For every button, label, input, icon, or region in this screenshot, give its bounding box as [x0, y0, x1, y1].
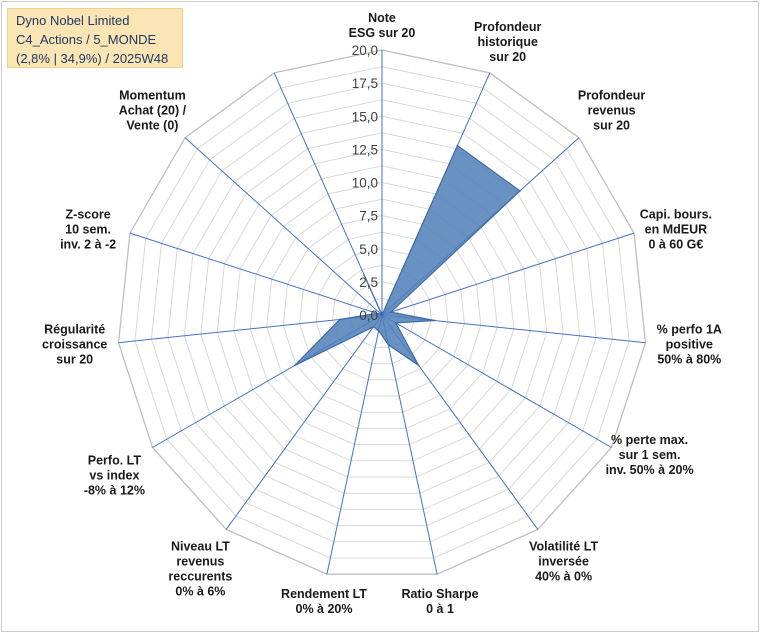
data-point-14 — [363, 274, 366, 276]
grid-ring-7 — [266, 198, 498, 429]
axis-label-10: Perfo. LT vs index -8% à 12% — [84, 454, 145, 498]
spoke-9 — [225, 314, 383, 530]
grid-ring-13 — [167, 99, 597, 527]
grid-ring-8 — [249, 181, 515, 446]
grid-ring-12 — [183, 115, 581, 510]
tick-label: 20,0 — [352, 43, 378, 58]
data-point-1 — [456, 144, 459, 147]
tick-label: 12,5 — [352, 142, 378, 157]
data-point-5 — [395, 322, 397, 324]
axis-label-0: Note ESG sur 20 — [349, 11, 416, 40]
grid-ring-6 — [282, 215, 482, 413]
grid-ring-10 — [216, 148, 548, 478]
grid-ring-9 — [233, 165, 531, 462]
data-point-13 — [381, 314, 383, 316]
tick-label: 10,0 — [352, 176, 378, 191]
axis-label-4: % perfo 1A positive 50% à 80% — [657, 323, 722, 367]
grid-layer — [117, 49, 647, 575]
data-point-7 — [387, 344, 390, 346]
spoke-8 — [326, 314, 383, 575]
label-layer: Note ESG sur 20 Profondeur historique sur 20… — [42, 11, 722, 616]
spoke-5 — [381, 314, 612, 448]
tick-label: 7,5 — [359, 209, 378, 224]
grid-ring-5 — [299, 231, 465, 397]
axis-label-5: % perte max. sur 1 sem. inv. 50% à 20% — [606, 433, 694, 477]
info-box: Dyno Nobel Limited C4_Actions / 5_MONDE … — [7, 8, 183, 68]
spoke-3 — [381, 232, 635, 316]
stats-label: (2,8% | 34,9%) / 2025W48 — [16, 51, 169, 66]
company-name: Dyno Nobel Limited — [16, 13, 130, 28]
axis-label-6: Volatilité LT inversée 40% à 0% — [529, 540, 598, 584]
grid-ring-14 — [150, 82, 614, 543]
data-point-9 — [372, 326, 375, 328]
tick-label: 2,5 — [359, 275, 378, 290]
tick-layer: 0,0 2,5 5,0 7,5 10,0 12,5 15,0 17,5 20,0 — [352, 43, 378, 323]
axis-label-2: Profondeur revenus sur 20 — [578, 88, 645, 132]
data-point-3 — [390, 311, 392, 313]
tick-label: 17,5 — [352, 76, 378, 91]
data-point-8 — [377, 329, 380, 332]
axis-label-13: Momentum Achat (20) / Vente (0) — [119, 88, 187, 132]
data-point-2 — [519, 190, 521, 192]
grid-ring-16 — [117, 49, 647, 575]
axis-label-7: Ratio Sharpe 0 à 1 — [401, 587, 478, 616]
grid-ring-2 — [348, 281, 416, 348]
axis-label-12: Z-score 10 sem. inv. 2 à -2 — [60, 207, 116, 251]
tick-label: 0,0 — [359, 308, 378, 323]
spoke-11 — [118, 314, 383, 344]
data-point-4 — [433, 319, 436, 322]
grid-ring-11 — [200, 132, 564, 494]
grid-ring-3 — [332, 264, 432, 365]
grid-ring-4 — [315, 248, 449, 381]
data-point-11 — [339, 318, 341, 321]
axis-label-9: Niveau LT revenus reccurents 0% à 6% — [168, 540, 232, 599]
axis-label-3: Capi. bours. en MdEUR 0 à 60 G€ — [640, 207, 712, 251]
grid-ring-15 — [134, 66, 630, 559]
spoke-layer — [118, 50, 646, 575]
data-point-6 — [417, 364, 420, 367]
data-point-12 — [376, 312, 378, 315]
spoke-7 — [381, 314, 438, 575]
axis-label-11: Régularité croissance sur 20 — [42, 323, 107, 367]
category-label: C4_Actions / 5_MONDE — [16, 32, 157, 47]
axis-label-1: Profondeur historique sur 20 — [474, 20, 541, 64]
data-point-10 — [294, 364, 296, 367]
tick-label: 15,0 — [352, 109, 378, 124]
series-layer — [294, 144, 521, 367]
tick-label: 5,0 — [359, 242, 378, 257]
series-area — [294, 144, 521, 366]
spoke-13 — [184, 137, 383, 316]
spoke-12 — [129, 232, 383, 316]
axis-label-8: Rendement LT 0% à 20% — [281, 587, 367, 616]
